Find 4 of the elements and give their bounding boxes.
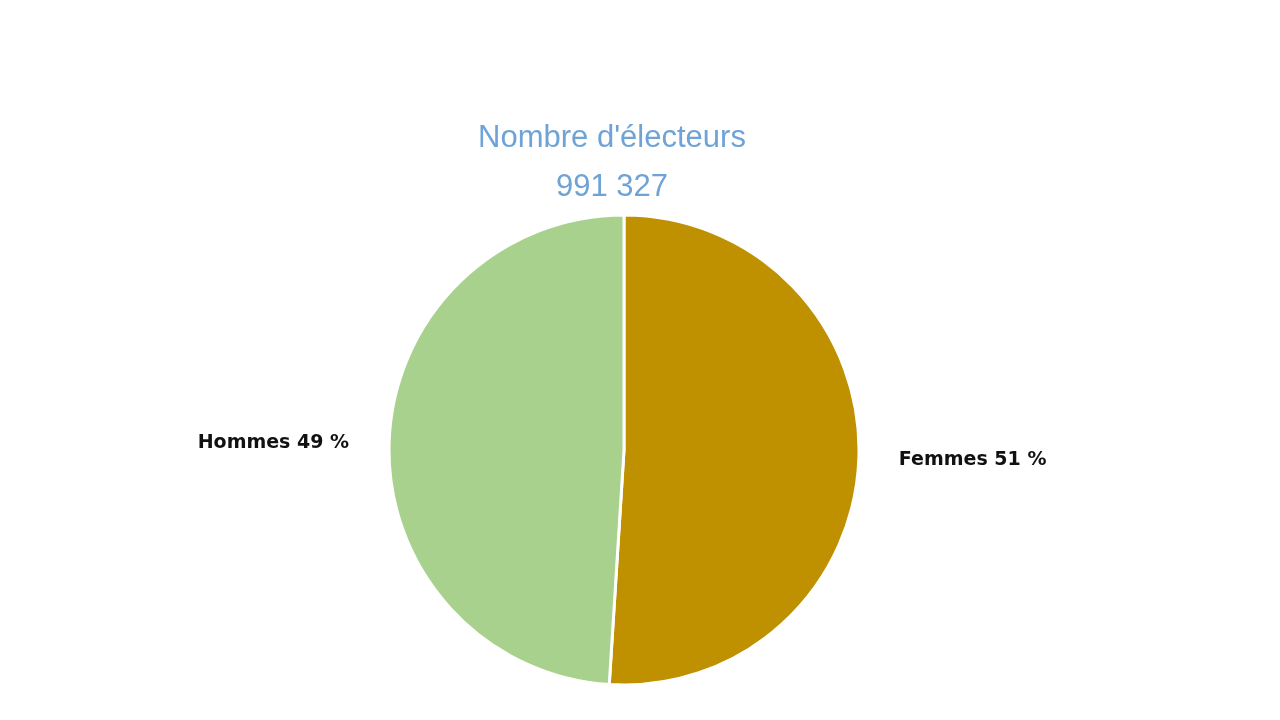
slice-label: Femmes 51 % <box>898 447 1047 470</box>
chart-subtitle: 991 327 <box>555 168 669 203</box>
chart-title: Nombre d'électeurs <box>478 119 746 154</box>
slice-label: Hommes 49 % <box>197 430 350 453</box>
